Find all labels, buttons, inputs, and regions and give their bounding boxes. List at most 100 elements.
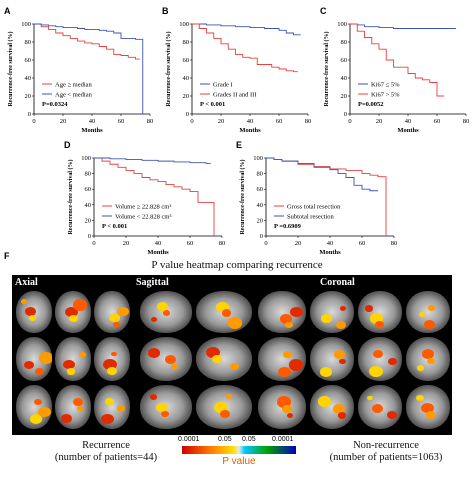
legend-entry: Subtotal resection — [287, 214, 335, 221]
p-value-label: P =0.6909 — [274, 223, 302, 230]
brain-slice-image — [258, 337, 306, 381]
survival-curve — [350, 23, 445, 97]
heatmap-blob — [116, 306, 129, 317]
km-panel-a: A 0 20 40 60 80 0 20 40 60 80 100 Months Recurrence-… — [0, 6, 158, 136]
brain-slice-image — [310, 385, 354, 429]
brain-slice-image — [310, 337, 354, 381]
heatmap-blob — [290, 306, 304, 318]
x-tick-label: 40 — [247, 118, 254, 125]
heatmap-blob — [386, 411, 397, 420]
y-axis-label: Recurrence-free survival (%) — [165, 31, 172, 106]
x-tick-label: 0 — [264, 240, 267, 247]
heatmap-blob — [334, 350, 346, 359]
heatmap-blob — [23, 360, 34, 369]
y-tick-label: 20 — [85, 217, 92, 224]
x-tick-label: 20 — [123, 240, 130, 247]
brain-slice-image — [94, 385, 130, 429]
brain-slice-image — [94, 291, 130, 333]
heatmap-blob — [284, 322, 293, 329]
legend-entry: Age < median — [55, 92, 93, 99]
region-label-sagittal: Sagittal — [136, 277, 169, 288]
brain-slice-image — [258, 291, 306, 333]
heatmap-blob — [283, 351, 293, 359]
y-tick-label: 40 — [341, 75, 348, 82]
heatmap-blob — [37, 407, 51, 418]
y-tick-label: 60 — [341, 57, 348, 64]
heatmap-blob — [340, 306, 347, 311]
heatmap-blob — [372, 403, 384, 413]
heatmap-blob — [211, 355, 222, 364]
heatmap-blob — [61, 414, 73, 424]
heatmap-blob — [105, 397, 115, 405]
km-chart: 0 20 40 60 80 0 20 40 60 80 100 Months Recurrence-fr… — [323, 21, 469, 134]
p-value-label: P < 0.001 — [200, 101, 225, 108]
panel-label: A — [4, 6, 11, 16]
heatmap-blob — [417, 365, 425, 371]
heatmap-blob — [147, 348, 160, 358]
y-tick-label: 80 — [183, 39, 190, 46]
x-tick-label: 20 — [60, 118, 67, 125]
recurrence-legend: Recurrence (number of patients=44) — [36, 440, 176, 464]
heatmap-blob — [423, 320, 435, 330]
y-tick-label: 40 — [183, 75, 190, 82]
brain-slice-image — [140, 385, 192, 429]
km-chart: 0 20 40 60 80 0 20 40 60 80 100 Months Recurrence-fr… — [67, 155, 225, 256]
heatmap-blob — [73, 299, 87, 311]
survival-curve — [192, 23, 298, 73]
colorbar-tick: 0.0001 — [272, 436, 294, 443]
heatmap-blob — [418, 312, 425, 318]
x-axis-label: Months — [397, 127, 419, 134]
heatmap-blob — [69, 314, 79, 322]
survival-curve — [350, 23, 456, 29]
heatmap-blob — [373, 350, 384, 359]
heatmap-blob — [318, 396, 332, 407]
x-tick-label: 80 — [147, 118, 154, 125]
heatmap-blob — [282, 404, 292, 413]
y-tick-label: 100 — [253, 155, 263, 162]
x-tick-label: 40 — [327, 240, 334, 247]
x-tick-label: 60 — [276, 118, 283, 125]
brain-slice-image — [406, 385, 450, 429]
brain-slice-image — [358, 291, 402, 333]
x-tick-label: 60 — [187, 240, 194, 247]
heatmap-blob — [339, 358, 347, 365]
y-tick-label: 20 — [341, 93, 348, 100]
panel-label: D — [64, 140, 71, 150]
y-tick-label: 100 — [21, 21, 31, 28]
y-tick-label: 0 — [344, 111, 347, 118]
brain-slice-image — [196, 291, 252, 333]
heatmap-blob — [164, 355, 176, 365]
y-tick-label: 20 — [25, 93, 32, 100]
y-tick-label: 0 — [88, 233, 91, 240]
heatmap-blob — [110, 351, 117, 357]
heatmap-blob — [67, 368, 76, 375]
x-tick-label: 0 — [32, 118, 35, 125]
y-axis-label: Recurrence-free survival (%) — [67, 159, 74, 234]
heatmap-blob — [79, 351, 87, 358]
x-tick-label: 40 — [155, 240, 162, 247]
heatmap-blob — [335, 321, 346, 330]
y-tick-label: 0 — [186, 111, 189, 118]
p-value-label: P=0.0324 — [42, 101, 68, 108]
heatmap-blob — [35, 368, 45, 376]
x-tick-label: 60 — [118, 118, 125, 125]
x-tick-label: 0 — [190, 118, 193, 125]
legend-entry: Volume < 22.828 cm³ — [115, 214, 171, 221]
region-label-coronal: Coronal — [320, 277, 355, 288]
legend-entry: Volume ≥ 22.828 cm³ — [115, 204, 171, 211]
heatmap-blob — [108, 313, 120, 323]
heatmap-blob — [387, 357, 397, 365]
x-tick-label: 0 — [348, 118, 351, 125]
heatmap-blob — [65, 306, 79, 317]
brain-slice-image — [55, 385, 91, 429]
brain-slice-image — [16, 385, 52, 429]
heatmap-blob — [220, 410, 231, 419]
heatmap-blob — [425, 411, 435, 419]
heatmap-blob — [25, 307, 37, 317]
brain-slice-image — [406, 337, 450, 381]
heatmap-blob — [39, 352, 52, 364]
heatmap-blob — [112, 321, 120, 328]
heatmap-blob — [427, 357, 436, 365]
heatmap-blob — [162, 310, 170, 316]
p-value-label: P < 0.001 — [102, 223, 127, 230]
